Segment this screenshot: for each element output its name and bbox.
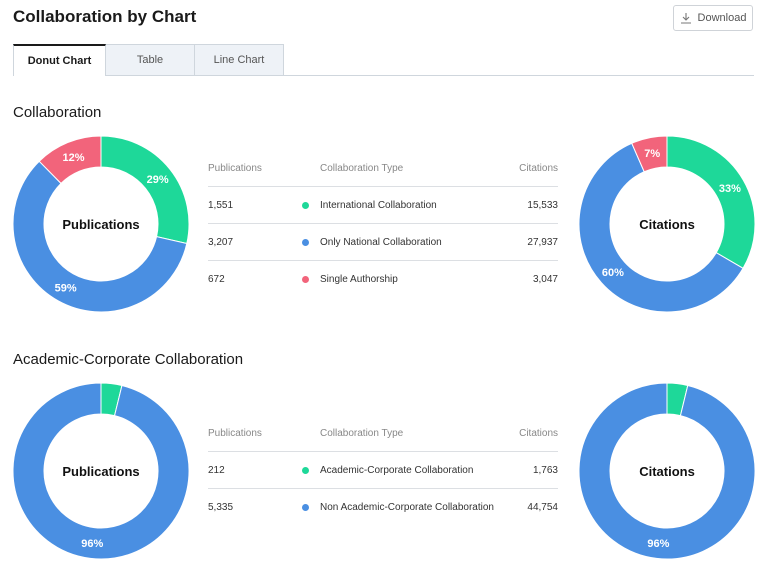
donut-citations-academic: 96% Citations — [579, 383, 755, 559]
download-icon — [680, 12, 692, 24]
academic-corporate-table: Publications Collaboration Type Citation… — [208, 415, 558, 525]
legend-dot — [302, 275, 309, 283]
table-row: 672 Single Authorship 3,047 — [208, 261, 558, 297]
publications-value: 212 — [208, 464, 225, 476]
citations-value: 27,937 — [527, 236, 558, 248]
donut-center-label: Publications — [62, 217, 139, 232]
header-citations: Citations — [519, 162, 558, 174]
slice-non-academic-corporate-collaboration[interactable] — [579, 383, 755, 559]
tab-divider — [13, 75, 754, 76]
collaboration-type: Non Academic-Corporate Collaboration — [320, 501, 494, 513]
header-publications: Publications — [208, 162, 262, 174]
legend-dot — [302, 466, 309, 474]
download-label: Download — [697, 12, 747, 24]
tab-table[interactable]: Table — [105, 44, 195, 75]
legend-dot — [302, 238, 309, 246]
table-row: 5,335 Non Academic-Corporate Collaborati… — [208, 489, 558, 525]
citations-value: 15,533 — [527, 199, 558, 211]
citations-value: 1,763 — [532, 464, 558, 476]
section-title-collaboration: Collaboration — [13, 104, 102, 121]
slice-percent-label: 12% — [63, 152, 85, 164]
table-header: Publications Collaboration Type Citation… — [208, 415, 558, 452]
section-title-academic-corporate: Academic-Corporate Collaboration — [13, 351, 244, 368]
citations-value: 44,754 — [527, 501, 558, 513]
publications-value: 672 — [208, 273, 225, 285]
download-button[interactable]: Download — [673, 5, 753, 31]
donut-svg: 29% 59% 12% Publications — [13, 136, 189, 312]
tab-line-chart[interactable]: Line Chart — [194, 44, 284, 75]
slice-percent-label: 59% — [55, 282, 77, 294]
collaboration-table: Publications Collaboration Type Citation… — [208, 150, 558, 297]
publications-value: 3,207 — [208, 236, 234, 248]
collaboration-type: Academic-Corporate Collaboration — [320, 464, 474, 476]
collaboration-type: Single Authorship — [320, 273, 398, 285]
legend-dot — [302, 201, 309, 209]
slice-international-collaboration[interactable] — [666, 136, 755, 269]
publications-value: 1,551 — [208, 199, 234, 211]
donut-svg: 96% Citations — [579, 383, 755, 559]
slice-non-academic-corporate-collaboration[interactable] — [13, 383, 189, 559]
table-row: 212 Academic-Corporate Collaboration 1,7… — [208, 452, 558, 489]
donut-publications-collab: 29% 59% 12% Publications — [13, 136, 189, 312]
donut-citations-collab: 33% 60% 7% Citations — [579, 136, 755, 312]
donut-svg: 96% Publications — [13, 383, 189, 559]
table-header: Publications Collaboration Type Citation… — [208, 150, 558, 187]
slice-percent-label: 7% — [644, 148, 660, 160]
collaboration-type: International Collaboration — [320, 199, 437, 211]
slice-percent-label: 33% — [719, 183, 741, 195]
slice-only-national-collaboration[interactable] — [13, 160, 188, 312]
donut-center-label: Citations — [639, 464, 695, 479]
header-citations: Citations — [519, 427, 558, 439]
header-collaboration-type: Collaboration Type — [320, 427, 404, 439]
donut-center-label: Publications — [62, 464, 139, 479]
tab-bar: Donut Chart Table Line Chart — [13, 44, 284, 76]
slice-only-national-collaboration[interactable] — [579, 142, 744, 312]
citations-value: 3,047 — [532, 273, 558, 285]
table-row: 1,551 International Collaboration 15,533 — [208, 187, 558, 224]
slice-single-authorship[interactable] — [38, 136, 102, 185]
table-row: 3,207 Only National Collaboration 27,937 — [208, 224, 558, 261]
tab-donut-chart[interactable]: Donut Chart — [13, 44, 106, 76]
publications-value: 5,335 — [208, 501, 234, 513]
donut-svg: 33% 60% 7% Citations — [579, 136, 755, 312]
slice-single-authorship[interactable] — [631, 136, 668, 173]
donut-center-label: Citations — [639, 217, 695, 232]
legend-dot — [302, 503, 309, 511]
header-publications: Publications — [208, 427, 262, 439]
donut-publications-academic: 96% Publications — [13, 383, 189, 559]
collaboration-type: Only National Collaboration — [320, 236, 442, 248]
page-title: Collaboration by Chart — [13, 7, 197, 26]
slice-percent-label: 96% — [647, 538, 669, 550]
slice-percent-label: 96% — [81, 538, 103, 550]
slice-percent-label: 60% — [602, 267, 624, 279]
slice-percent-label: 29% — [147, 174, 169, 186]
header-collaboration-type: Collaboration Type — [320, 162, 404, 174]
